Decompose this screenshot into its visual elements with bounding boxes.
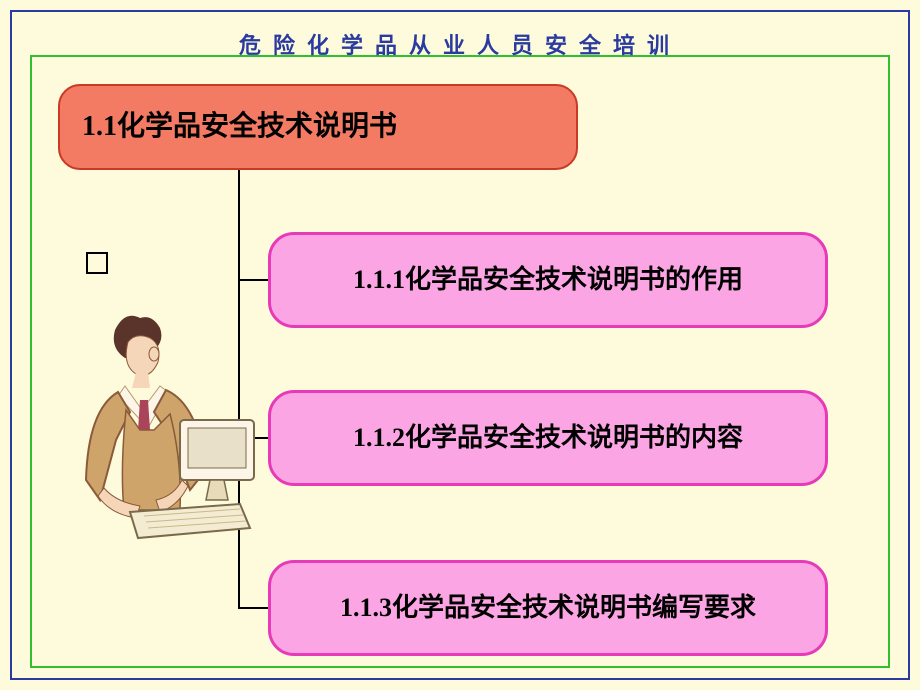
connector-branch-0 <box>238 279 268 281</box>
node-child-0-label: 1.1.1化学品安全技术说明书的作用 <box>353 262 743 297</box>
slide-title: 危险化学品从业人员安全培训 <box>0 28 920 60</box>
node-child-2: 1.1.3化学品安全技术说明书编写要求 <box>268 560 828 656</box>
slide: 危险化学品从业人员安全培训 1.1化学品安全技术说明书 1.1.1化学品安全技术… <box>0 0 920 690</box>
node-child-1: 1.1.2化学品安全技术说明书的内容 <box>268 390 828 486</box>
decor-square-icon <box>86 252 108 274</box>
node-root: 1.1化学品安全技术说明书 <box>58 84 578 170</box>
connector-branch-2 <box>238 607 268 609</box>
person-at-computer-icon <box>70 300 260 550</box>
node-child-0: 1.1.1化学品安全技术说明书的作用 <box>268 232 828 328</box>
node-root-label: 1.1化学品安全技术说明书 <box>82 108 397 146</box>
node-child-1-label: 1.1.2化学品安全技术说明书的内容 <box>353 420 743 455</box>
node-child-2-label: 1.1.3化学品安全技术说明书编写要求 <box>340 590 756 625</box>
